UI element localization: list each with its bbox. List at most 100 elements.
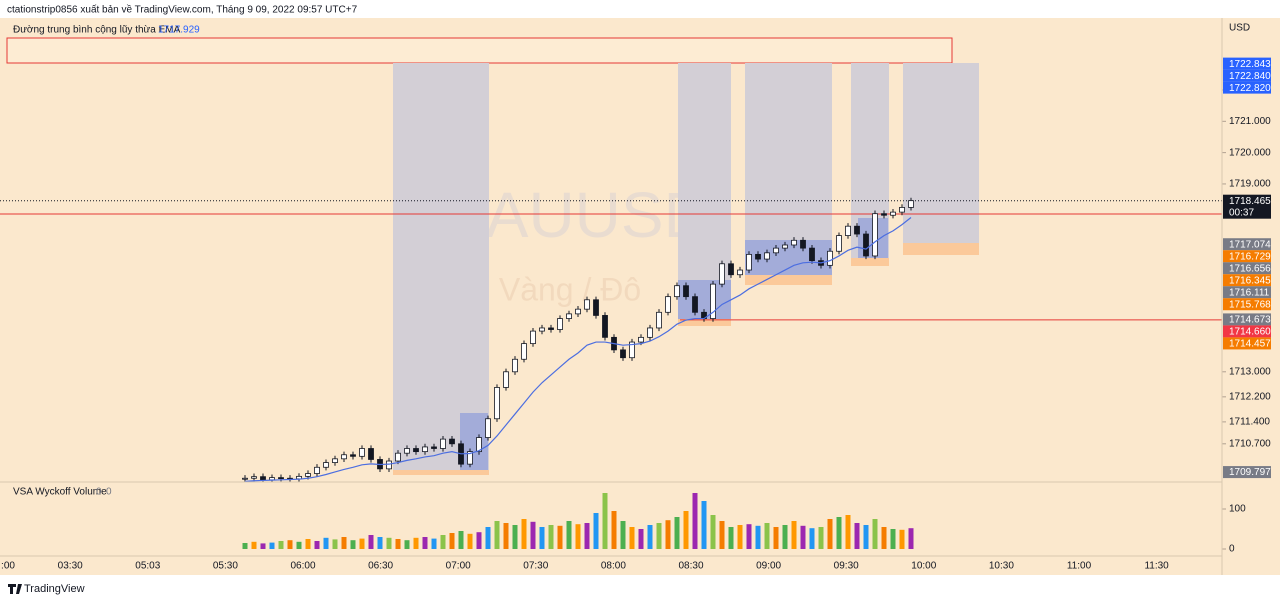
volume-bar <box>278 541 284 549</box>
candle-body <box>494 387 500 420</box>
volume-bar <box>251 541 257 549</box>
price-label: 1722.843 <box>1229 59 1271 70</box>
volume-bar <box>323 537 329 549</box>
candle-body <box>395 452 401 462</box>
resistance-zone <box>6 37 953 64</box>
candle-body <box>305 473 311 477</box>
candle-body <box>665 296 671 313</box>
price-label: 1714.660 <box>1229 327 1271 338</box>
candle-body <box>341 454 347 460</box>
volume-bar <box>773 527 779 549</box>
volume-bar <box>710 515 716 549</box>
price-label-box <box>1223 250 1271 263</box>
price-label: 1716.345 <box>1229 275 1271 286</box>
volume-bar <box>638 529 644 549</box>
candle-body <box>431 446 437 449</box>
volume-bar <box>755 525 761 549</box>
currency-label: USD <box>1229 23 1250 34</box>
volume-bar <box>332 539 338 549</box>
candle-body <box>251 476 257 479</box>
time-tick-label: :00 <box>1 561 15 572</box>
volume-bar <box>899 529 905 549</box>
price-label-box <box>1223 298 1271 311</box>
volume-bar <box>395 539 401 549</box>
time-tick-label: 03:30 <box>58 561 83 572</box>
ema-legend-value: 1717.929 <box>158 25 200 36</box>
volume-bar <box>845 515 851 549</box>
candle-body <box>854 225 860 235</box>
base-strip <box>393 470 489 475</box>
base-strip <box>678 319 731 326</box>
volume-bar <box>890 529 896 549</box>
candle-body <box>485 418 491 438</box>
candle-body <box>413 448 419 453</box>
candle-body <box>503 371 509 388</box>
volume-bar <box>683 511 689 549</box>
volume-bar <box>593 513 599 549</box>
candle-body <box>863 233 869 257</box>
volume-bar <box>548 525 554 549</box>
candle-body <box>584 299 590 310</box>
candle-body <box>557 318 563 330</box>
time-tick-label: 09:00 <box>756 561 781 572</box>
volume-bar <box>692 493 698 549</box>
price-label-box <box>1223 238 1271 251</box>
time-tick-label: 06:00 <box>290 561 315 572</box>
candle-body <box>386 460 392 470</box>
time-tick-label: 09:30 <box>834 561 859 572</box>
candle-body <box>278 477 284 480</box>
volume-bar <box>791 521 797 549</box>
candle-body <box>719 263 725 285</box>
volume-bar <box>404 540 410 549</box>
candle-body <box>575 308 581 315</box>
volume-bar <box>530 521 536 549</box>
volume-bar <box>584 523 590 549</box>
candle-body <box>890 211 896 216</box>
price-label-box <box>1223 325 1271 338</box>
candle-body <box>350 454 356 457</box>
base-strip <box>745 275 832 285</box>
price-label-box <box>1223 274 1271 287</box>
volume-bar <box>611 511 617 549</box>
volume-bar <box>746 524 752 549</box>
volume-bar <box>296 541 302 549</box>
price-label-box <box>1223 337 1271 350</box>
volume-bar <box>800 525 806 549</box>
volume-bar <box>377 537 383 549</box>
candle-body <box>449 438 455 445</box>
price-label-box <box>1223 262 1271 275</box>
price-label: 1722.820 <box>1229 83 1271 94</box>
price-label-box <box>1223 286 1271 299</box>
volume-bar <box>602 493 608 549</box>
volume-bar <box>386 537 392 549</box>
volume-bar <box>269 542 275 549</box>
candle-body <box>647 327 653 338</box>
volume-bar <box>737 525 743 549</box>
candle-body <box>593 299 599 316</box>
volume-bar <box>566 521 572 549</box>
volume-bar <box>665 520 671 549</box>
volume-bar <box>557 525 563 549</box>
price-label: 1716.656 <box>1229 263 1271 274</box>
volume-bar <box>341 537 347 549</box>
time-tick-label: 11:00 <box>1067 561 1092 572</box>
candle-body <box>800 239 806 249</box>
candle-body <box>314 466 320 474</box>
volume-bar <box>242 543 248 549</box>
volume-bar <box>503 523 509 549</box>
candle-body <box>476 437 482 453</box>
volume-bar <box>782 525 788 549</box>
volume-bar <box>764 523 770 549</box>
time-tick-label: 10:00 <box>911 561 936 572</box>
volume-bar <box>836 517 842 549</box>
candle-body <box>764 252 770 260</box>
volume-bar <box>575 524 581 549</box>
candle-body <box>845 225 851 236</box>
candle-body <box>737 269 743 276</box>
time-tick-label: 07:30 <box>523 561 548 572</box>
volume-bar <box>314 541 320 549</box>
candle-body <box>791 239 797 246</box>
candle-body <box>755 253 761 260</box>
publish-header: ctationstrip0856 xuất bản về TradingView… <box>7 4 358 16</box>
